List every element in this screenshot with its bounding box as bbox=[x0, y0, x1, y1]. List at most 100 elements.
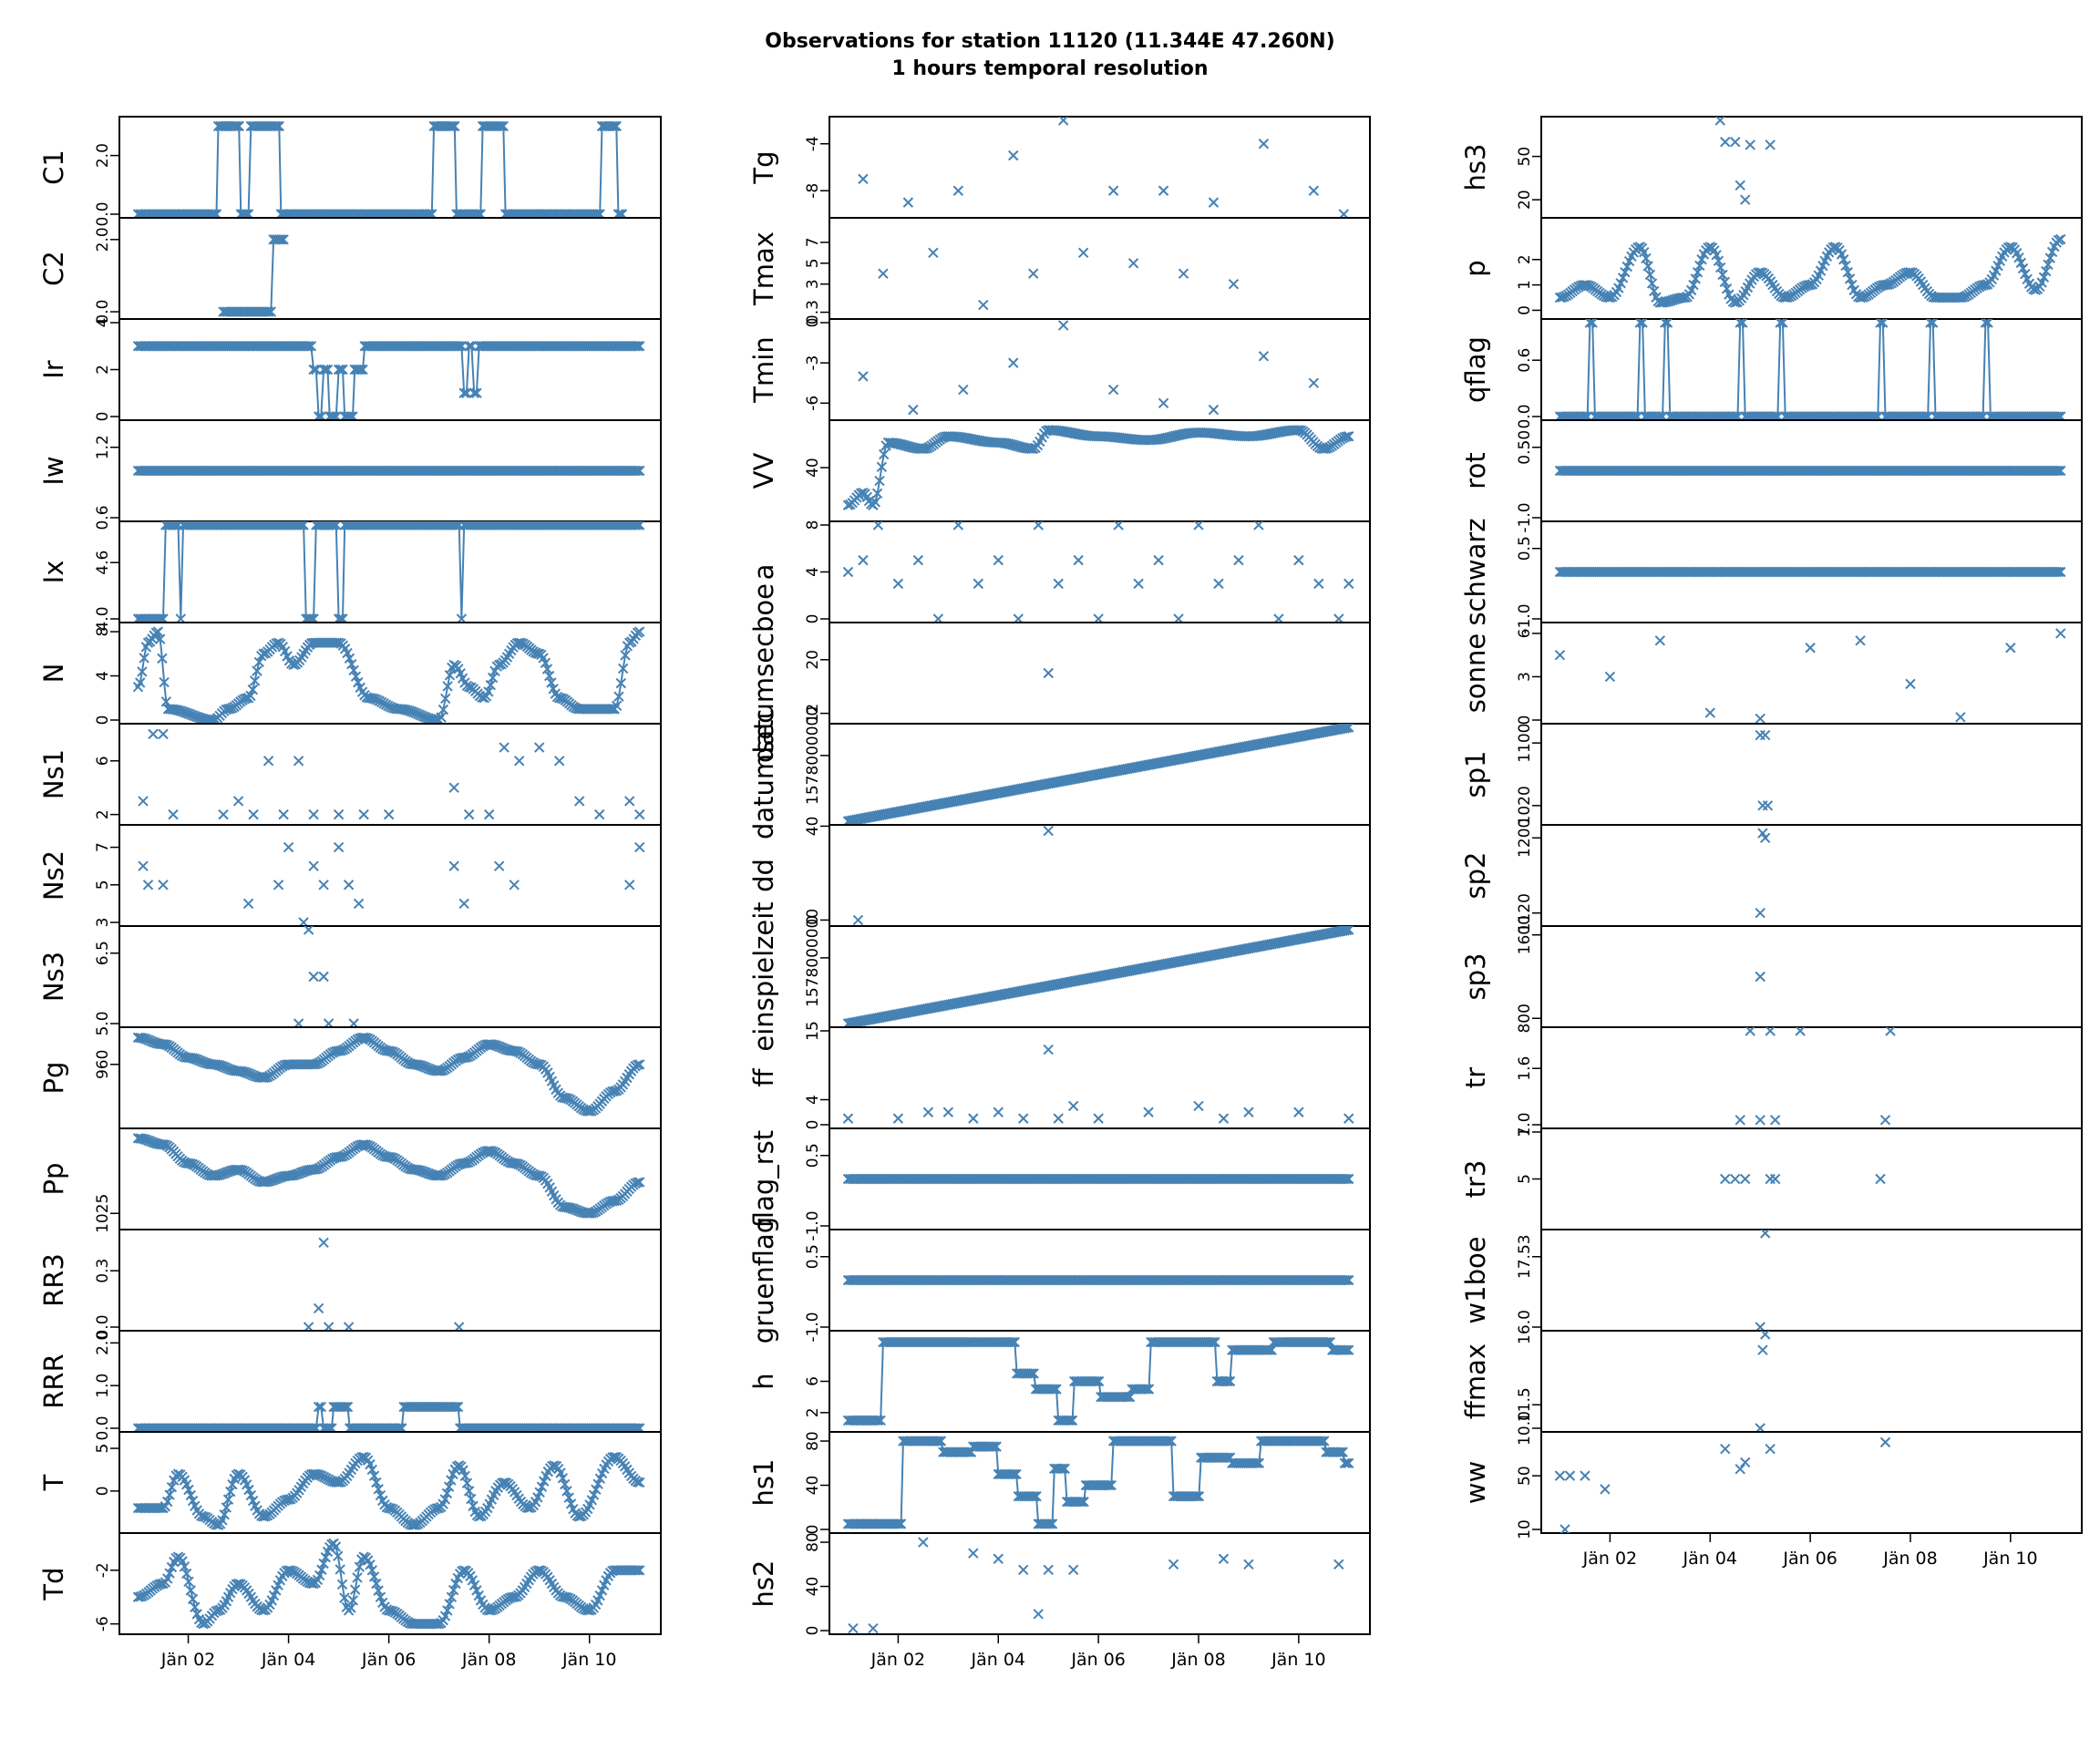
data-point bbox=[1158, 185, 1169, 196]
series-n bbox=[132, 626, 645, 724]
data-point bbox=[1620, 266, 1631, 278]
data-point bbox=[315, 1401, 327, 1413]
data-point bbox=[912, 554, 924, 566]
data-point bbox=[534, 1487, 545, 1498]
data-point bbox=[892, 1113, 904, 1124]
data-point bbox=[1168, 1559, 1179, 1570]
data-point bbox=[316, 1564, 327, 1575]
data-point bbox=[180, 1568, 192, 1580]
data-point bbox=[1066, 1415, 1078, 1426]
data-point bbox=[922, 1107, 934, 1117]
data-point bbox=[436, 712, 447, 723]
data-point bbox=[458, 387, 469, 398]
y-axis-label: hs1 bbox=[748, 1459, 779, 1507]
series-einspielzeit bbox=[842, 926, 1354, 1027]
data-point bbox=[1220, 1375, 1231, 1387]
series-td bbox=[132, 1538, 645, 1630]
data-point bbox=[1341, 431, 1353, 442]
data-point bbox=[1158, 397, 1169, 408]
data-point bbox=[630, 465, 641, 477]
data-point bbox=[142, 880, 154, 890]
y-axis-label: Ns3 bbox=[38, 952, 69, 1002]
data-point bbox=[270, 120, 281, 132]
data-point bbox=[313, 1302, 324, 1314]
panel-frame bbox=[118, 723, 662, 826]
series-h bbox=[842, 1336, 1354, 1426]
y-tick-label: -4 bbox=[804, 136, 822, 151]
data-point bbox=[968, 1548, 979, 1559]
panel-frame bbox=[118, 116, 662, 219]
y-tick-label: 1578000000 bbox=[804, 909, 822, 1007]
panel-column-1: 0.02.0C10.02.0C2024Ir0.61.2Iw4.04.6Ix048… bbox=[38, 116, 662, 1670]
y-axis-label: flag_rst bbox=[748, 1130, 779, 1228]
data-point bbox=[373, 1484, 384, 1495]
data-point bbox=[450, 1401, 462, 1413]
data-point bbox=[1067, 1564, 1079, 1576]
data-point bbox=[365, 1559, 376, 1570]
y-tick-label: 2 bbox=[94, 809, 112, 819]
data-point bbox=[1031, 1490, 1042, 1502]
data-point bbox=[243, 1484, 254, 1496]
y-tick-label: 0.0 bbox=[94, 1314, 112, 1339]
y-axis-label: RR3 bbox=[38, 1253, 69, 1307]
data-point bbox=[958, 384, 969, 396]
series-ns2 bbox=[138, 841, 645, 926]
y-tick-label: 0.6 bbox=[94, 505, 112, 530]
data-point bbox=[978, 299, 989, 311]
data-point bbox=[366, 1565, 377, 1576]
data-point bbox=[157, 653, 168, 664]
data-point bbox=[634, 808, 645, 820]
data-point bbox=[331, 1477, 343, 1488]
data-point bbox=[322, 364, 334, 376]
data-point bbox=[139, 653, 149, 664]
x-tick-label: Jän 06 bbox=[1070, 1650, 1126, 1670]
panel-frame bbox=[829, 318, 1371, 421]
data-point bbox=[448, 120, 458, 132]
data-point bbox=[935, 1436, 947, 1446]
data-point bbox=[342, 647, 353, 659]
data-point bbox=[1043, 1518, 1054, 1529]
y-tick-label: 5.0 bbox=[94, 1011, 112, 1035]
y-tick-label: 40 bbox=[804, 458, 822, 478]
series-line bbox=[223, 238, 284, 313]
data-point bbox=[1233, 554, 1244, 566]
data-point bbox=[1057, 320, 1069, 331]
data-point bbox=[1161, 1436, 1173, 1446]
data-point bbox=[1250, 1457, 1261, 1468]
data-point bbox=[1007, 1336, 1018, 1348]
data-point bbox=[483, 808, 495, 820]
data-point bbox=[311, 364, 322, 376]
data-point bbox=[1028, 268, 1039, 279]
data-point bbox=[1308, 185, 1320, 196]
data-point bbox=[848, 1622, 859, 1634]
series-c1 bbox=[132, 120, 628, 218]
data-point bbox=[1208, 404, 1220, 416]
data-point bbox=[273, 880, 284, 890]
y-tick-label: 0.0 bbox=[94, 201, 112, 226]
data-point bbox=[634, 626, 645, 637]
data-point bbox=[1218, 1553, 1230, 1564]
data-point bbox=[1018, 1564, 1029, 1576]
y-axis-label: Pg bbox=[38, 1062, 69, 1095]
series-datumsecboe bbox=[1043, 667, 1054, 679]
y-tick-label: 20 bbox=[1516, 190, 1534, 210]
data-point bbox=[333, 841, 345, 853]
y-tick-label: 2.0 bbox=[94, 143, 112, 168]
data-point bbox=[375, 1489, 386, 1501]
data-point bbox=[1133, 578, 1144, 590]
data-point bbox=[463, 808, 475, 820]
data-point bbox=[565, 1498, 577, 1509]
x-tick-label: Jän 08 bbox=[461, 1650, 517, 1670]
data-point bbox=[325, 521, 337, 530]
data-point bbox=[222, 1494, 234, 1505]
data-point bbox=[893, 1518, 905, 1529]
data-point bbox=[2041, 265, 2052, 277]
data-point bbox=[624, 796, 635, 807]
series-qflag bbox=[1554, 319, 2066, 420]
data-point bbox=[242, 898, 254, 910]
data-point bbox=[487, 672, 499, 684]
data-point bbox=[158, 728, 169, 740]
data-point bbox=[1107, 185, 1119, 196]
data-point bbox=[354, 1561, 365, 1572]
